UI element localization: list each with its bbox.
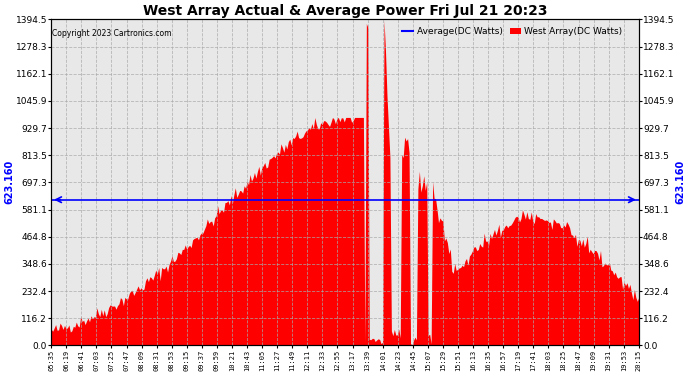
Text: Copyright 2023 Cartronics.com: Copyright 2023 Cartronics.com xyxy=(52,29,172,38)
Y-axis label: 623.160: 623.160 xyxy=(4,160,14,204)
Legend: Average(DC Watts), West Array(DC Watts): Average(DC Watts), West Array(DC Watts) xyxy=(402,27,622,36)
Title: West Array Actual & Average Power Fri Jul 21 20:23: West Array Actual & Average Power Fri Ju… xyxy=(143,4,547,18)
Y-axis label: 623.160: 623.160 xyxy=(676,160,686,204)
